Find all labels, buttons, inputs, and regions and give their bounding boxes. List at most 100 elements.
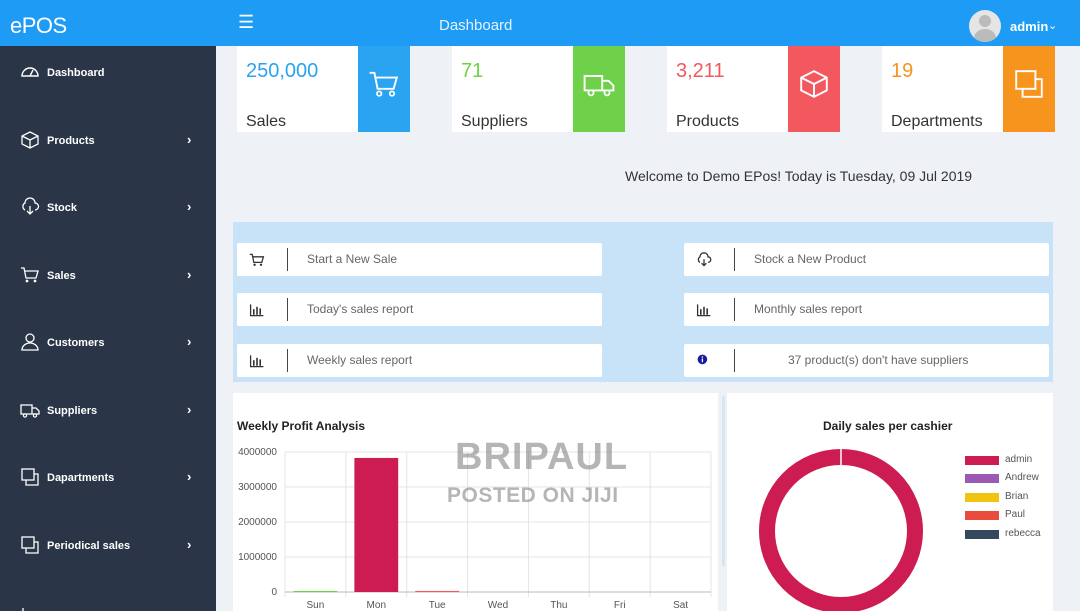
sidebar-item-products[interactable]: Products ›	[0, 122, 216, 162]
truck-icon	[20, 404, 40, 418]
x-tick-label: Thu	[550, 600, 567, 611]
squares-icon	[1015, 70, 1043, 98]
x-tick-label: Sat	[673, 600, 688, 611]
watermark-line2: POSTED ON JIJI	[447, 484, 619, 507]
action-label: Start a New Sale	[307, 252, 398, 266]
cloud-download-icon	[22, 197, 40, 215]
y-tick-label: 1000000	[238, 552, 277, 563]
chart-title: Weekly Profit Analysis	[237, 419, 366, 433]
y-tick-label: 2000000	[238, 517, 277, 528]
sidebar-item-partial[interactable]	[0, 594, 216, 611]
user-menu[interactable]: admin	[1010, 19, 1049, 34]
start-new-sale-button[interactable]: Start a New Sale	[237, 243, 602, 276]
squares-icon	[21, 468, 39, 486]
legend-swatch	[965, 456, 999, 465]
bar-chart-icon	[249, 304, 264, 317]
chevron-right-icon: ›	[187, 334, 192, 349]
brand-logo[interactable]: ePOS	[10, 13, 67, 38]
chevron-right-icon: ›	[187, 199, 192, 214]
stat-label: Suppliers	[461, 113, 528, 130]
x-tick-label: Mon	[367, 600, 386, 611]
products-without-suppliers-link[interactable]: 37 product(s) don't have suppliers	[684, 344, 1049, 377]
cart-icon	[21, 267, 39, 283]
x-tick-label: Fri	[614, 600, 626, 611]
cloud-download-icon	[697, 252, 712, 267]
sidebar-item-dapartments[interactable]: Dapartments ›	[0, 459, 216, 499]
action-label: Weekly sales report	[307, 353, 413, 367]
sidebar-item-label: Customers	[47, 337, 105, 349]
avatar[interactable]	[969, 10, 1001, 42]
stat-label: Products	[676, 113, 740, 130]
watermark-line1: BRIPAUL	[455, 436, 629, 478]
sidebar-item-dashboard[interactable]: Dashboard	[0, 54, 216, 94]
x-tick-label: Tue	[429, 600, 446, 611]
user-icon	[21, 333, 39, 351]
legend-swatch	[965, 493, 999, 502]
sidebar-item-label: Suppliers	[47, 405, 98, 417]
box-icon	[800, 70, 828, 98]
chevron-right-icon: ›	[187, 267, 192, 282]
stat-card-sales[interactable]: 250,000 Sales	[237, 46, 410, 132]
info-icon	[697, 354, 708, 365]
stat-icon-box	[573, 46, 625, 132]
divider	[722, 396, 725, 566]
stat-card-suppliers[interactable]: 71 Suppliers	[452, 46, 625, 132]
sidebar-item-customers[interactable]: Customers ›	[0, 324, 216, 364]
top-navbar: ePOS ☰ Dashboard admin ⌄	[0, 0, 1080, 46]
sidebar: Dashboard Products › Stock › Sales › Cus…	[0, 46, 216, 611]
stat-icon-box	[358, 46, 410, 132]
stat-icon-box	[1003, 46, 1055, 132]
stat-label: Sales	[246, 113, 287, 130]
box-icon	[21, 131, 39, 149]
dashboard-icon	[21, 67, 39, 77]
legend-label: Paul	[1005, 509, 1026, 520]
bar-mon	[354, 457, 399, 592]
action-label: 37 product(s) don't have suppliers	[788, 353, 969, 367]
chevron-right-icon: ›	[187, 469, 192, 484]
stat-value: 71	[461, 60, 484, 82]
stat-label: Departments	[891, 113, 983, 130]
action-label: Stock a New Product	[754, 252, 867, 266]
arrow-icon	[22, 608, 24, 611]
sidebar-item-sales[interactable]: Sales ›	[0, 257, 216, 297]
donut-slice-admin[interactable]	[759, 449, 923, 611]
sidebar-item-label: Sales	[47, 270, 76, 282]
welcome-message: Welcome to Demo EPos! Today is Tuesday, …	[625, 168, 973, 184]
stat-card-departments[interactable]: 19 Departments	[882, 46, 1055, 132]
bar-chart-icon	[696, 304, 711, 317]
sidebar-item-stock[interactable]: Stock ›	[0, 189, 216, 229]
weekly-profit-card: Weekly Profit Analysis 0 1000000 2000000 30…	[233, 393, 718, 611]
chevron-right-icon: ›	[187, 402, 192, 417]
sidebar-item-label: Products	[47, 135, 95, 147]
legend-swatch	[965, 474, 999, 483]
legend-label: admin	[1005, 454, 1033, 465]
stat-value: 19	[891, 60, 914, 82]
daily-sales-donut	[759, 449, 923, 611]
cart-icon	[369, 71, 399, 97]
y-tick-label: 3000000	[238, 482, 277, 493]
stat-icon-box	[788, 46, 840, 132]
daily-sales-card: Daily sales per cashier	[727, 393, 1053, 611]
bar-chart-icon	[249, 355, 264, 368]
chevron-right-icon: ›	[187, 132, 192, 147]
action-label: Today's sales report	[307, 302, 414, 316]
squares-icon	[21, 536, 39, 554]
sidebar-item-suppliers[interactable]: Suppliers ›	[0, 392, 216, 432]
weekly-sales-report-button[interactable]: Weekly sales report	[237, 344, 602, 377]
stat-card-products[interactable]: 3,211 Products	[667, 46, 840, 132]
page-title: Dashboard	[439, 17, 513, 34]
legend-swatch	[965, 530, 999, 539]
stat-value: 250,000	[246, 60, 319, 82]
hamburger-icon[interactable]: ☰	[238, 12, 255, 32]
chevron-right-icon: ›	[187, 537, 192, 552]
sidebar-item-periodical-sales[interactable]: Periodical sales ›	[0, 527, 216, 567]
sidebar-item-label: Dapartments	[47, 472, 115, 484]
todays-sales-report-button[interactable]: Today's sales report	[237, 293, 602, 326]
chart-title: Daily sales per cashier	[823, 419, 953, 433]
legend-swatch	[965, 511, 999, 520]
chevron-down-icon[interactable]: ⌄	[1048, 20, 1058, 32]
stock-new-product-button[interactable]: Stock a New Product	[684, 243, 1049, 276]
x-tick-label: Wed	[488, 600, 508, 611]
monthly-sales-report-button[interactable]: Monthly sales report	[684, 293, 1049, 326]
bar-tue	[415, 590, 460, 592]
